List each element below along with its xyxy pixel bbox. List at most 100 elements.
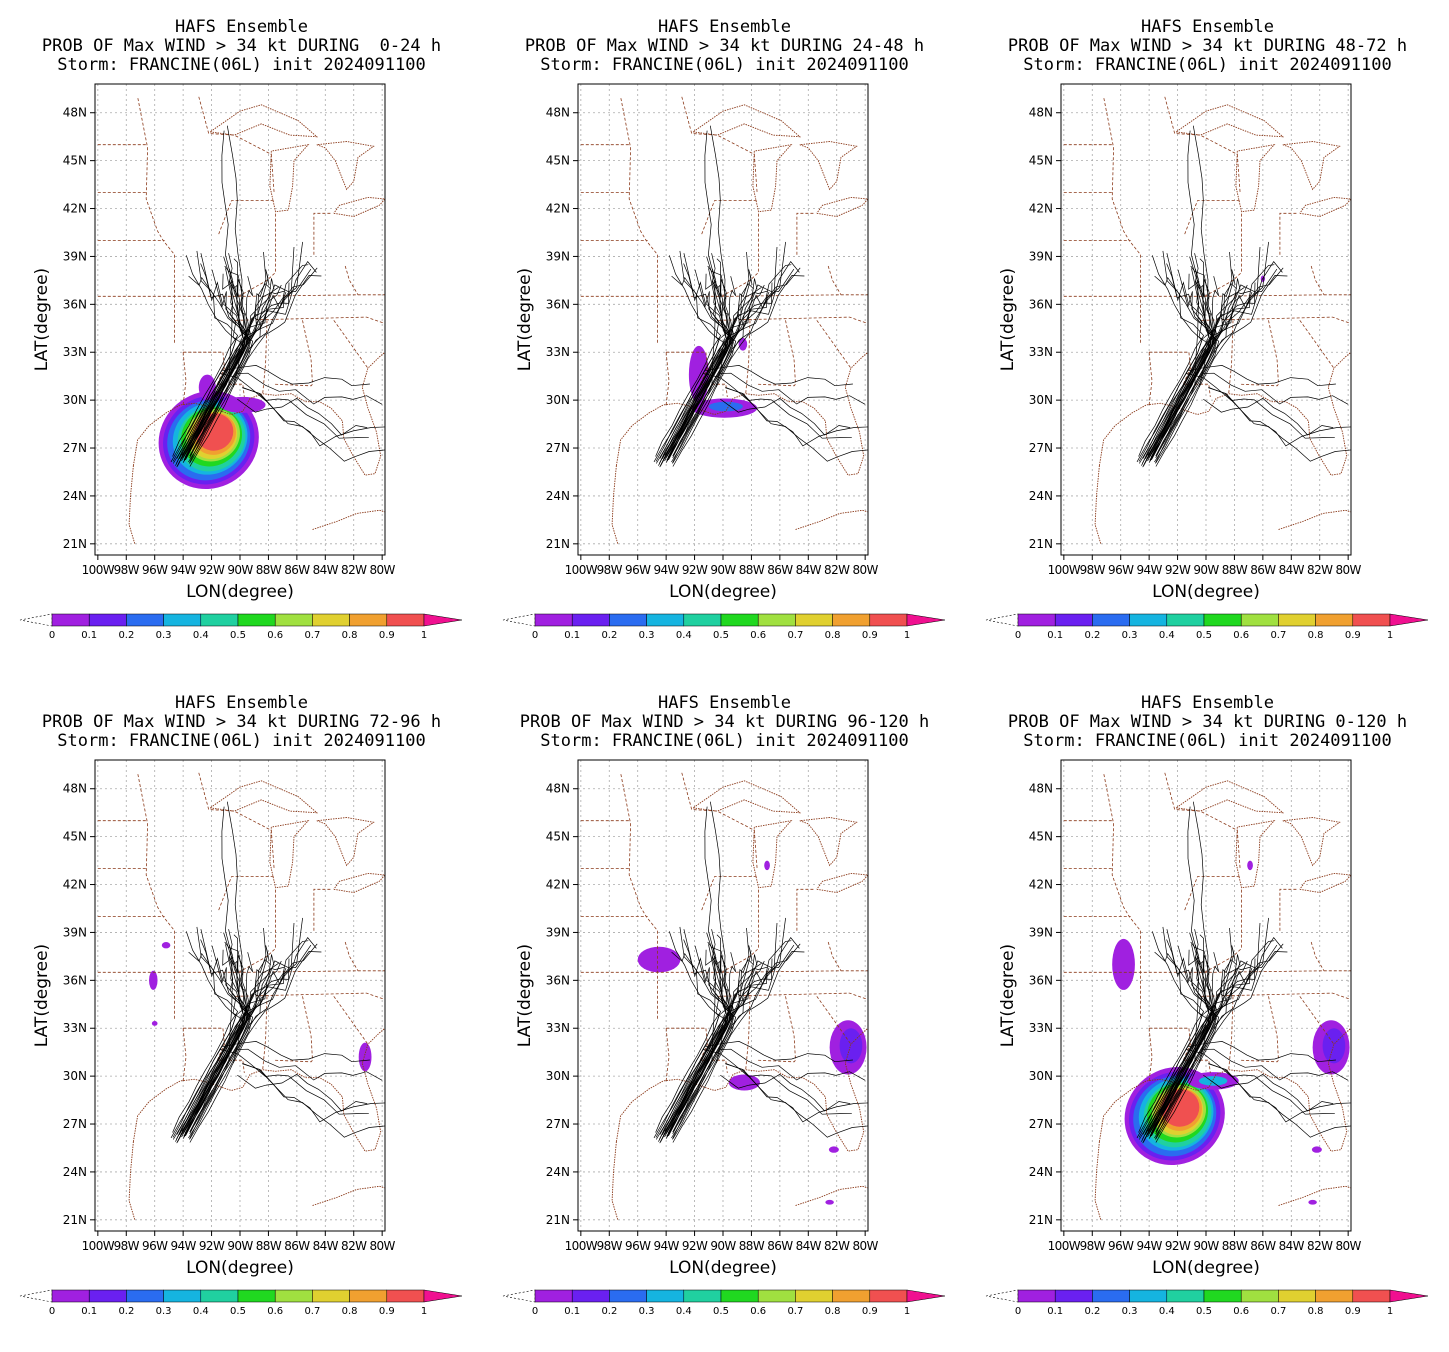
colorbar-swatch — [609, 613, 647, 627]
lon-tick-label: 98W — [597, 563, 623, 577]
y-axis-label: LAT(degree) — [32, 944, 52, 1047]
lon-tick-label: 96W — [1108, 563, 1134, 577]
colorbar-below-arrow — [985, 1289, 1019, 1303]
panel-title: HAFS Ensemble — [1140, 17, 1275, 37]
lat-tick-label: 27N — [1029, 441, 1053, 455]
lat-tick-label: 36N — [1029, 973, 1053, 987]
colorbar-label: 0.4 — [193, 630, 209, 641]
colorbar-swatch — [274, 613, 313, 627]
lat-tick-label: 39N — [1029, 925, 1053, 939]
lat-tick-label: 21N — [546, 1213, 570, 1227]
lat-tick-label: 36N — [546, 973, 570, 987]
lat-tick-label: 42N — [1029, 202, 1053, 216]
lat-tick-label: 36N — [1029, 297, 1053, 311]
lon-tick-label: 84W — [1279, 1239, 1305, 1253]
lat-tick-label: 45N — [546, 830, 570, 844]
storm-track — [1154, 268, 1278, 463]
colorbar-swatch — [1352, 613, 1391, 627]
lon-tick-label: 86W — [1250, 1239, 1276, 1253]
storm-track — [664, 250, 730, 456]
storm-track — [1155, 279, 1217, 457]
x-axis-label: LON(degree) — [1152, 582, 1260, 602]
colorbar-label: 0.7 — [304, 630, 320, 641]
colorbar-above-arrow — [423, 1289, 463, 1303]
colorbar-label: 0.8 — [342, 1306, 358, 1317]
lat-tick-label: 36N — [63, 973, 87, 987]
lon-tick-label: 88W — [1222, 563, 1248, 577]
storm-track — [181, 926, 247, 1132]
lon-tick-label: 84W — [313, 563, 339, 577]
colorbar-swatch — [683, 1289, 722, 1303]
state-border — [1201, 316, 1351, 324]
lon-tick-label: 100W — [565, 563, 598, 577]
colorbar-label: 0.3 — [639, 1306, 655, 1317]
storm-track — [172, 284, 282, 462]
colorbar-swatch — [720, 613, 759, 627]
colorbar-label: 0.8 — [1308, 1306, 1324, 1317]
storm-track — [1149, 944, 1216, 1138]
colorbar-swatch — [534, 613, 573, 627]
lat-tick-label: 33N — [546, 1021, 570, 1035]
colorbar-swatch — [720, 1289, 759, 1303]
state-border — [235, 992, 385, 1000]
lon-tick-label: 96W — [625, 563, 651, 577]
lake-outline — [333, 872, 385, 893]
storm-track — [226, 125, 247, 387]
lat-tick-label: 48N — [546, 106, 570, 120]
map-area — [1061, 84, 1351, 555]
probability-area — [637, 946, 681, 973]
state-border — [262, 996, 268, 1070]
state-border — [1204, 211, 1242, 297]
colorbar-swatch — [646, 613, 685, 627]
state-border — [757, 996, 796, 1063]
lon-tick-label: 100W — [82, 1239, 115, 1253]
lake-outline — [209, 104, 319, 138]
colorbar-swatch — [757, 1289, 796, 1303]
storm-track — [725, 1063, 868, 1123]
colorbar-label: 1 — [1387, 630, 1393, 641]
state-border — [1310, 265, 1325, 296]
state-border — [1228, 996, 1234, 1070]
map-plot: 48N 45N 42N 39N 36N 33N 30N 27N 24N 21N 100W 98W 96W… — [502, 759, 946, 1317]
storm-track — [180, 963, 279, 1136]
lat-tick-label: 48N — [546, 782, 570, 796]
storm-track — [720, 372, 866, 405]
probability-area — [738, 337, 748, 351]
colorbar-swatch — [571, 613, 610, 627]
lon-tick-label: 86W — [1250, 563, 1276, 577]
state-border — [1240, 320, 1279, 387]
lat-tick-label: 30N — [63, 1069, 87, 1083]
panel-title: HAFS Ensemble — [657, 17, 792, 37]
map-panel-96-120: HAFS Ensemble PROB OF Max WIND > 34 kt DU… — [483, 676, 966, 1352]
state-border — [235, 316, 385, 324]
state-border — [1149, 351, 1211, 397]
storm-track — [1138, 954, 1241, 1140]
storm-track — [1149, 268, 1216, 462]
state-border — [1310, 941, 1325, 972]
colorbar-label: 0.3 — [1122, 1306, 1138, 1317]
storm-track — [702, 1049, 852, 1115]
storm-track — [183, 284, 249, 461]
lon-tick-label: 88W — [256, 563, 282, 577]
state-border — [238, 887, 276, 973]
storm-track — [662, 934, 726, 1135]
storm-track — [190, 917, 303, 1132]
state-border — [218, 200, 276, 235]
storm-track — [189, 253, 254, 464]
storm-track — [1188, 1041, 1336, 1063]
storm-track — [189, 955, 251, 1133]
colorbar-label: 1 — [904, 630, 910, 641]
lat-tick-label: 39N — [1029, 249, 1053, 263]
colorbar-swatch — [200, 613, 239, 627]
colorbar-label: 0.7 — [1270, 630, 1286, 641]
storm-track — [176, 958, 290, 1140]
colorbar-label: 0.7 — [1270, 1306, 1286, 1317]
state-border — [1201, 992, 1351, 1000]
panel-title: HAFS Ensemble — [1140, 693, 1275, 713]
state-border — [721, 887, 759, 973]
storm-track — [189, 264, 309, 459]
storm-track — [655, 278, 758, 464]
storm-track — [242, 386, 385, 462]
colorbar-label: 0.8 — [825, 630, 841, 641]
map-area — [578, 760, 868, 1231]
